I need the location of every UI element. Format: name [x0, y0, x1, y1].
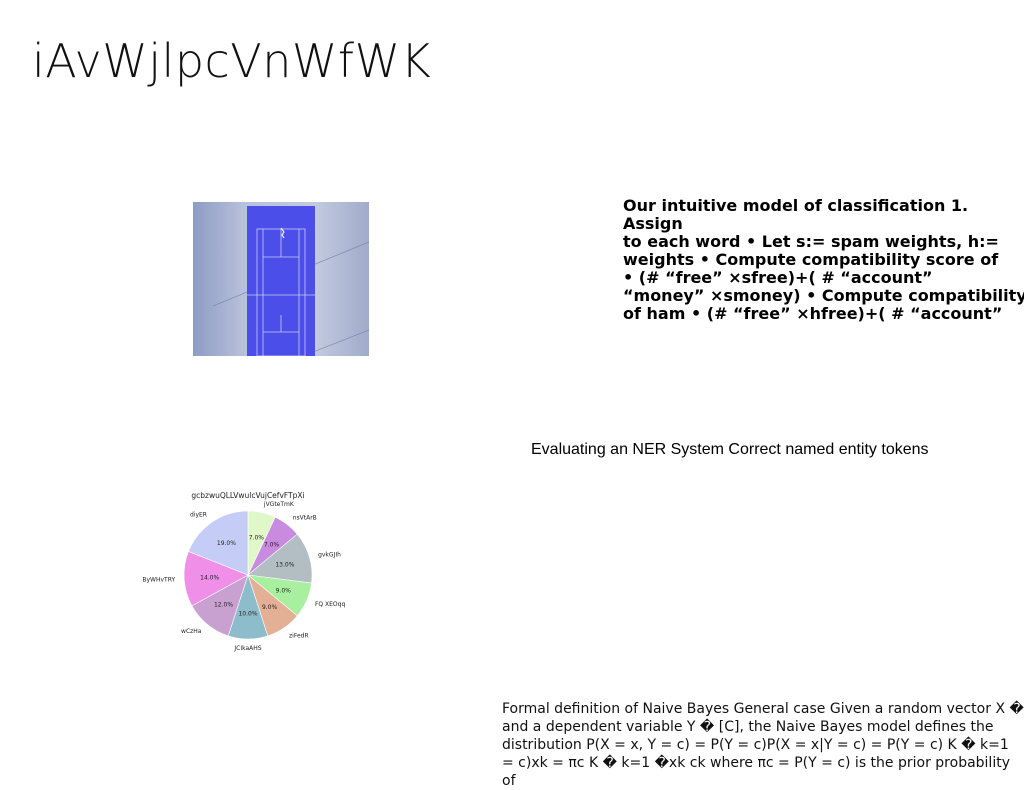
pie-value-label: 9.0%: [276, 587, 292, 594]
pie-category-label: JCIkaAHS: [233, 645, 261, 652]
pie-category-label: ziFedR: [289, 632, 309, 639]
slide-title: iAvWjlpcVnWfWK: [32, 34, 432, 88]
pie-chart: gcbzwuQLLVwulcVujCefvFTpXi 7.0% jVGteTmK 7…: [140, 486, 360, 684]
pie-chart-svg: gcbzwuQLLVwulcVujCefvFTpXi 7.0% jVGteTmK 7…: [142, 491, 346, 652]
tennis-court-image: [193, 202, 369, 356]
pie-category-label: ByWHvTRY: [142, 577, 175, 584]
chart-title: gcbzwuQLLVwulcVujCefvFTpXi: [191, 491, 304, 500]
tennis-court-photo: [193, 202, 369, 356]
pie-category-label: diyER: [190, 512, 207, 519]
pie-category-label: gvkGJIh: [318, 552, 341, 559]
pie-value-label: 19.0%: [217, 540, 236, 547]
pie-value-label: 9.0%: [262, 604, 278, 611]
pie-value-label: 12.0%: [214, 602, 233, 609]
pie-category-label: wCzHa: [181, 628, 202, 635]
pie-category-label: jVGteTmK: [263, 501, 295, 508]
ner-caption: Evaluating an NER System Correct named e…: [531, 441, 929, 458]
pie-category-label: nsVtArB: [293, 514, 317, 521]
pie-category-label: FQ XEOqq: [315, 601, 346, 608]
pie-slice: [188, 510, 249, 576]
pie-value-label: 14.0%: [200, 574, 219, 581]
classification-model-paragraph: Our intuitive model of classification 1.…: [623, 196, 1024, 323]
pie-value-label: 7.0%: [264, 542, 280, 549]
pie-slice: [183, 551, 249, 607]
naive-bayes-paragraph: Formal definition of Naive Bayes General…: [502, 701, 1024, 789]
pie-value-label: 13.0%: [275, 561, 294, 568]
pie-value-label: 7.0%: [249, 535, 265, 542]
pie-value-label: 10.0%: [238, 610, 257, 617]
